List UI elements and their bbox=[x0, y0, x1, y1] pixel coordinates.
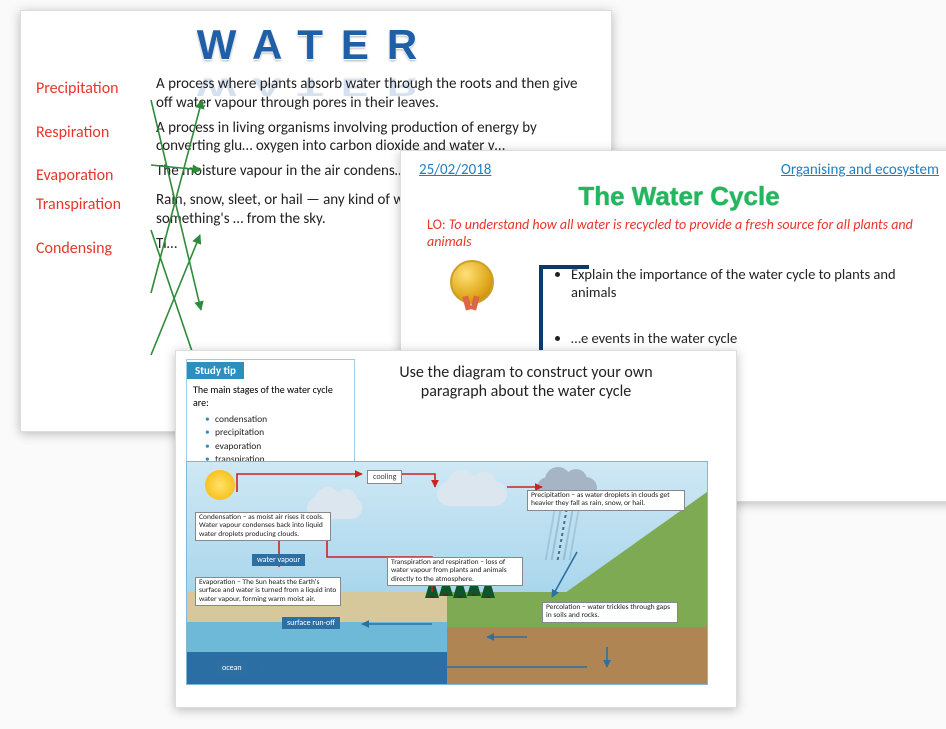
water-cycle-diagram: Condensation – as moist air rises it coo… bbox=[186, 461, 708, 685]
cycle-title: The Water Cycle bbox=[419, 181, 939, 212]
tip-item: evaporation bbox=[207, 440, 348, 453]
date-text: 25/02/2018 bbox=[419, 161, 491, 179]
tip-item: condensation bbox=[207, 413, 348, 426]
diagram-label-box: Condensation – as moist air rises it coo… bbox=[195, 512, 331, 541]
diagram-chip: surface run-off bbox=[282, 617, 340, 629]
desc: A process where plants absorb water thro… bbox=[156, 75, 596, 113]
study-tip-badge: Study tip bbox=[187, 362, 244, 379]
lo-label: LO: bbox=[427, 216, 446, 233]
term-transpiration: Transpiration bbox=[36, 191, 156, 214]
diagram-label-box: Percolation – water trickles through gap… bbox=[542, 602, 678, 623]
water-title: WATER bbox=[36, 21, 596, 69]
def-row: Precipitation A process where plants abs… bbox=[36, 75, 596, 113]
term-precipitation: Precipitation bbox=[36, 75, 156, 98]
bullet-item: Explain the importance of the water cycl… bbox=[571, 265, 939, 301]
diagram-label-box: Precipitation – as water droplets in clo… bbox=[527, 490, 685, 511]
term-respiration: Respiration bbox=[36, 119, 156, 142]
tip-item: precipitation bbox=[207, 426, 348, 439]
term-condensing: Condensing bbox=[36, 235, 156, 258]
tip-intro: The main stages of the water cycle are: bbox=[193, 383, 348, 409]
slide-diagram: Study tip The main stages of the water c… bbox=[175, 350, 737, 708]
slide2-header: 25/02/2018 Organising and ecosystem bbox=[419, 161, 939, 179]
learning-objective: LO: To understand how all water is recyc… bbox=[427, 216, 939, 250]
instruction-text: Use the diagram to construct your own pa… bbox=[376, 363, 676, 401]
diagram-label-box: Evaporation – The Sun heats the Earth's … bbox=[195, 577, 341, 606]
diagram-label-box: Transpiration and respiration – loss of … bbox=[387, 557, 523, 586]
gold-medal-icon bbox=[450, 260, 494, 304]
topic-link: Organising and ecosystem bbox=[781, 161, 939, 179]
bullet-item: …e events in the water cycle bbox=[571, 329, 939, 347]
diagram-chip: water vapour bbox=[252, 554, 305, 566]
diagram-chip: ocean bbox=[217, 662, 247, 674]
term-evaporation: Evaporation bbox=[36, 162, 156, 185]
lo-text: To understand how all water is recycled … bbox=[427, 216, 913, 250]
diagram-chip: cooling bbox=[367, 470, 402, 484]
